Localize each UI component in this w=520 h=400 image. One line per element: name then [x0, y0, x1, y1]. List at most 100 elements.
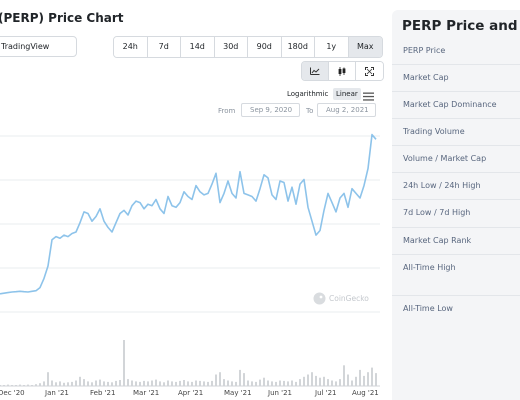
volume-bar	[55, 382, 57, 386]
volume-bar	[99, 379, 101, 386]
x-tick-label: Feb '21	[90, 389, 116, 397]
volume-bar	[163, 382, 165, 386]
stat-divider	[392, 91, 520, 92]
volume-bar	[111, 382, 113, 386]
volume-bar	[51, 380, 53, 386]
candlestick-icon[interactable]	[329, 62, 356, 80]
coingecko-logo-icon	[313, 292, 326, 305]
volume-bar	[375, 373, 377, 386]
volume-bar	[295, 381, 297, 386]
volume-bar	[91, 382, 93, 386]
stat-label: Trading Volume	[403, 127, 465, 136]
coingecko-watermark: CoinGecko	[313, 292, 369, 305]
stat-divider	[392, 227, 520, 228]
volume-bar	[263, 377, 265, 386]
volume-bar	[107, 381, 109, 386]
volume-bar	[307, 374, 309, 386]
range-button-14d[interactable]: 14d	[181, 37, 215, 57]
logarithmic-toggle[interactable]: Logarithmic	[287, 90, 329, 98]
volume-bar	[335, 381, 337, 386]
stat-divider	[392, 118, 520, 119]
time-range-selector: 24h 7d 14d 30d 90d 180d 1y Max	[113, 36, 383, 58]
volume-bar	[323, 376, 325, 386]
volume-bar	[359, 369, 361, 386]
volume-bar	[303, 376, 305, 386]
range-button-7d[interactable]: 7d	[147, 37, 181, 57]
volume-bar	[255, 381, 257, 386]
stat-divider	[392, 172, 520, 173]
volume-bar	[319, 377, 321, 386]
volume-bar	[347, 374, 349, 386]
volume-bar	[187, 381, 189, 386]
range-button-1y[interactable]: 1y	[315, 37, 349, 57]
volume-bar	[215, 374, 217, 386]
volume-bar	[355, 376, 357, 386]
volume-bar	[155, 379, 157, 386]
volume-bar	[203, 381, 205, 386]
volume-bar	[35, 384, 37, 386]
x-tick-label: Mar '21	[133, 389, 160, 397]
stat-divider	[392, 199, 520, 200]
volume-bar	[235, 381, 237, 386]
stats-panel	[392, 10, 520, 400]
from-date-input[interactable]	[241, 103, 300, 117]
volume-bar	[331, 380, 333, 386]
volume-bar	[79, 376, 81, 386]
range-button-90d[interactable]: 90d	[248, 37, 282, 57]
volume-bar	[75, 380, 77, 386]
line-chart-icon[interactable]	[302, 62, 329, 80]
volume-bar	[227, 380, 229, 386]
volume-bar	[195, 380, 197, 386]
stat-label: 7d Low / 7d High	[403, 208, 471, 217]
volume-bar	[259, 379, 261, 386]
volume-bar	[219, 372, 221, 386]
volume-bar	[131, 380, 133, 386]
volume-bar	[119, 380, 121, 386]
volume-bar	[363, 375, 365, 386]
chart-title: (PERP) Price Chart	[0, 11, 124, 25]
volume-bar	[103, 381, 105, 386]
x-tick-label: Jan '21	[45, 389, 69, 397]
stat-divider	[392, 145, 520, 146]
price-chart[interactable]	[0, 0, 380, 400]
volume-bar	[171, 381, 173, 386]
volume-bar	[239, 369, 241, 386]
volume-bar	[243, 373, 245, 386]
volume-bar	[59, 381, 61, 386]
volume-bar	[287, 381, 289, 386]
range-button-180d[interactable]: 180d	[281, 37, 315, 57]
volume-bar	[207, 381, 209, 386]
range-button-30d[interactable]: 30d	[214, 37, 248, 57]
x-tick-label: Dec '20	[0, 389, 25, 397]
volume-bar	[271, 381, 273, 386]
volume-bar	[95, 380, 97, 386]
volume-bar	[191, 381, 193, 386]
linear-toggle[interactable]: Linear	[333, 88, 361, 100]
volume-bar	[115, 380, 117, 386]
x-tick-label: Jun '21	[268, 389, 292, 397]
to-label: To	[306, 107, 314, 115]
stat-label: All-Time High	[403, 263, 456, 272]
volume-bar	[27, 384, 29, 386]
x-tick-label: Apr '21	[178, 389, 204, 397]
stat-label: PERP Price	[403, 46, 446, 55]
volume-bar	[247, 380, 249, 386]
volume-bar	[315, 375, 317, 386]
volume-bar	[267, 380, 269, 386]
volume-bar	[147, 381, 149, 386]
to-date-input[interactable]	[317, 103, 376, 117]
from-label: From	[218, 107, 236, 115]
volume-bar	[179, 380, 181, 386]
range-button-max[interactable]: Max	[348, 37, 382, 57]
range-button-24h[interactable]: 24h	[114, 37, 148, 57]
volume-bar	[223, 379, 225, 386]
volume-bar	[291, 380, 293, 386]
fullscreen-icon[interactable]	[356, 62, 383, 80]
volume-bar	[199, 380, 201, 386]
tradingview-button[interactable]: TradingView	[0, 36, 77, 57]
menu-icon[interactable]	[363, 86, 374, 105]
price-line	[0, 133, 377, 295]
stat-label: Volume / Market Cap	[403, 154, 487, 163]
volume-bar	[135, 381, 137, 386]
